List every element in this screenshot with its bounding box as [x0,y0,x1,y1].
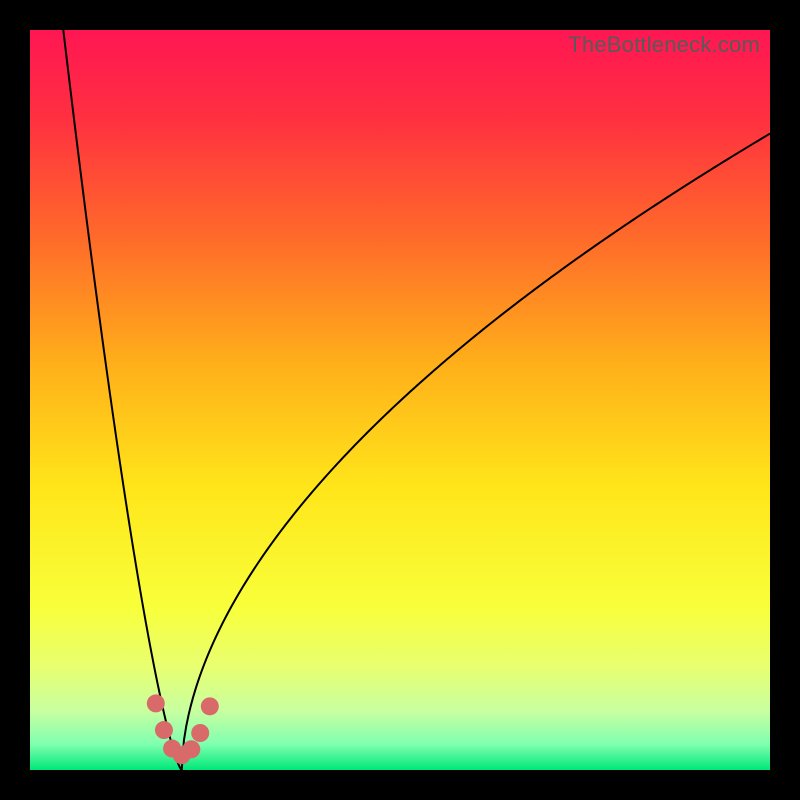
bottleneck-chart [30,30,770,770]
trough-marker [155,721,173,739]
plot-area [30,30,770,770]
trough-marker [191,724,209,742]
watermark-text: TheBottleneck.com [568,32,760,58]
trough-marker [201,697,219,715]
chart-frame: TheBottleneck.com [0,0,800,800]
trough-marker [182,740,200,758]
trough-marker [147,694,165,712]
